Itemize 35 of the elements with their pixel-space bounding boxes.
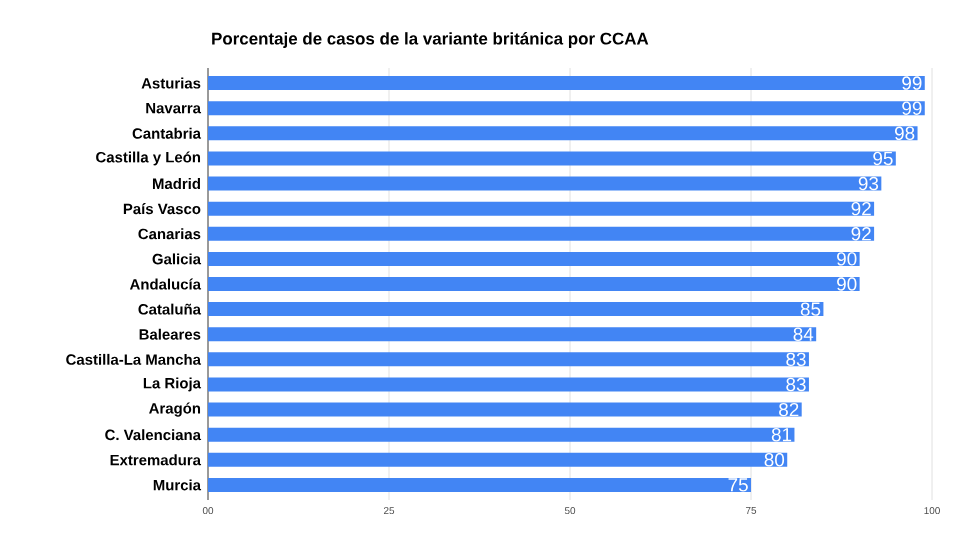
data-label: 85 (800, 302, 821, 316)
data-label: 92 (851, 201, 871, 216)
data-label: 98 (894, 126, 915, 141)
data-label: 99 (902, 76, 922, 90)
bar (208, 251, 860, 266)
bar (208, 176, 882, 191)
data-label: 83 (786, 377, 806, 392)
chart-title: Porcentaje de casos de la variante británica por CCAA (212, 32, 649, 48)
bar (208, 377, 809, 392)
data-label: 93 (858, 176, 879, 191)
bar (208, 352, 809, 367)
bar (208, 427, 795, 442)
data-label: 81 (771, 428, 792, 442)
data-label: 82 (779, 402, 799, 417)
bar (208, 101, 925, 116)
data-label: 80 (764, 453, 785, 467)
bar (208, 76, 925, 91)
bar (208, 201, 875, 216)
data-label: 99 (902, 101, 922, 115)
bar (208, 402, 802, 417)
bar (208, 327, 817, 342)
bar (208, 126, 918, 141)
data-label: 90 (837, 277, 857, 291)
bar (208, 302, 824, 317)
bar (208, 226, 875, 241)
bar (208, 452, 788, 467)
data-label: 83 (786, 352, 806, 367)
data-label: 84 (793, 327, 814, 341)
bar (208, 151, 896, 166)
data-label: 90 (837, 252, 857, 266)
bar (208, 277, 860, 291)
data-label: 95 (873, 151, 893, 166)
data-label: 75 (728, 478, 748, 492)
data-label: 92 (851, 227, 871, 241)
bar (208, 477, 752, 492)
